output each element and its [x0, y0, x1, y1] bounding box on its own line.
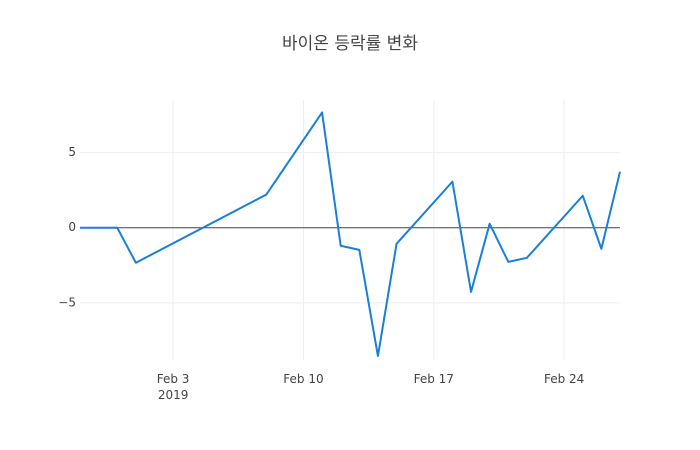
chart-title: 바이온 등락률 변화: [282, 34, 418, 54]
x-tick-label: Feb 17: [414, 372, 454, 386]
x-tick-label: Feb 10: [283, 372, 323, 386]
y-tick-label: 0: [68, 220, 76, 234]
y-tick-label: −5: [58, 295, 76, 309]
line: [80, 111, 621, 357]
y-tick-label: 5: [68, 145, 76, 159]
x-tick-label: Feb 24: [544, 372, 584, 386]
x-tick-label: Feb 3 2019: [157, 372, 190, 402]
